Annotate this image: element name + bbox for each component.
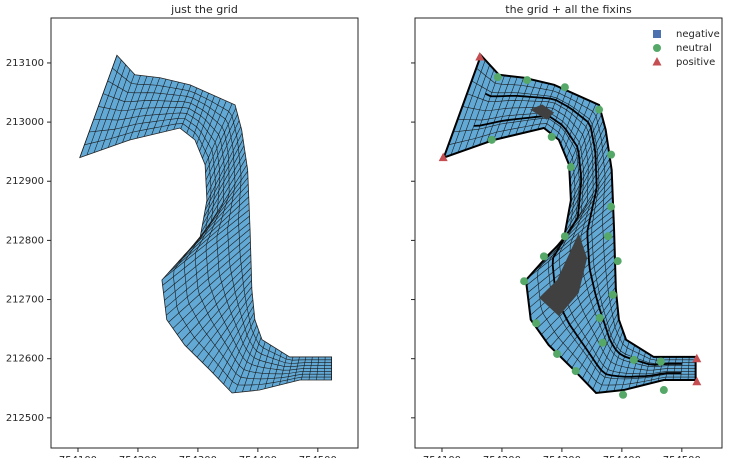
- point: [595, 105, 604, 114]
- x-tick-label: 754300: [543, 455, 581, 458]
- point: [571, 367, 580, 376]
- legend-label: negative: [676, 29, 720, 40]
- point: [475, 52, 485, 61]
- point: [595, 313, 604, 322]
- x-tick-label: 754400: [239, 455, 277, 458]
- y-tick-label: 213100: [6, 58, 44, 69]
- legend-marker: [652, 57, 662, 66]
- grid-fill: [443, 54, 697, 394]
- y-tick-label: 212900: [6, 176, 44, 187]
- axes-frame: [414, 17, 723, 449]
- y-tick-label: 213000: [6, 117, 44, 128]
- point: [560, 232, 569, 241]
- point: [659, 386, 668, 395]
- panel-title: the grid + all the fixins: [505, 3, 632, 16]
- point: [692, 353, 702, 363]
- island: [539, 233, 588, 317]
- point: [629, 355, 638, 364]
- y-tick-label: 212500: [6, 413, 44, 424]
- point: [438, 152, 448, 162]
- mesh-line: [98, 106, 332, 371]
- point: [607, 202, 616, 211]
- mesh-line: [102, 93, 332, 368]
- breakline: [484, 92, 683, 366]
- legend-marker: [653, 30, 661, 38]
- grid-fill: [79, 54, 333, 394]
- panel-title: just the grid: [170, 3, 238, 16]
- x-tick-label: 754200: [483, 455, 521, 458]
- x-tick-label: 754300: [179, 455, 217, 458]
- mesh-line: [471, 80, 696, 364]
- point: [487, 135, 496, 144]
- point: [532, 319, 541, 328]
- plot-area: [442, 53, 697, 395]
- mesh-line: [476, 67, 696, 361]
- x-tick-label: 754400: [603, 455, 641, 458]
- plot-area: [79, 54, 333, 394]
- x-tick-label: 754200: [119, 455, 157, 458]
- point: [619, 390, 628, 399]
- point: [598, 338, 607, 347]
- point: [608, 290, 617, 299]
- point: [604, 232, 613, 241]
- x-tick-label: 754100: [59, 455, 97, 458]
- y-tick-label: 212700: [6, 295, 44, 306]
- x-tick-label: 754500: [663, 455, 701, 458]
- point: [539, 252, 548, 261]
- y-tick-label: 212600: [6, 354, 44, 365]
- point: [493, 73, 502, 82]
- point: [560, 83, 569, 92]
- point: [692, 376, 702, 386]
- y-tick-label: 212800: [6, 235, 44, 246]
- mesh-line: [107, 80, 332, 364]
- x-tick-label: 754500: [299, 455, 337, 458]
- boundary: [442, 53, 697, 395]
- mesh-line: [466, 93, 696, 368]
- point: [607, 150, 616, 159]
- point: [520, 277, 529, 286]
- mesh-line: [89, 118, 332, 380]
- axes-frame: [50, 17, 359, 449]
- mesh-line: [84, 123, 332, 386]
- mesh-line: [112, 67, 332, 361]
- legend-marker: [653, 44, 661, 52]
- point: [566, 163, 575, 172]
- legend-label: positive: [676, 57, 715, 68]
- point: [523, 76, 532, 85]
- point: [656, 357, 665, 366]
- mesh-line: [93, 112, 332, 375]
- legend-label: neutral: [676, 43, 712, 54]
- x-tick-label: 754100: [423, 455, 461, 458]
- island: [530, 104, 555, 120]
- point: [553, 349, 562, 358]
- point: [547, 132, 556, 141]
- point: [613, 257, 622, 266]
